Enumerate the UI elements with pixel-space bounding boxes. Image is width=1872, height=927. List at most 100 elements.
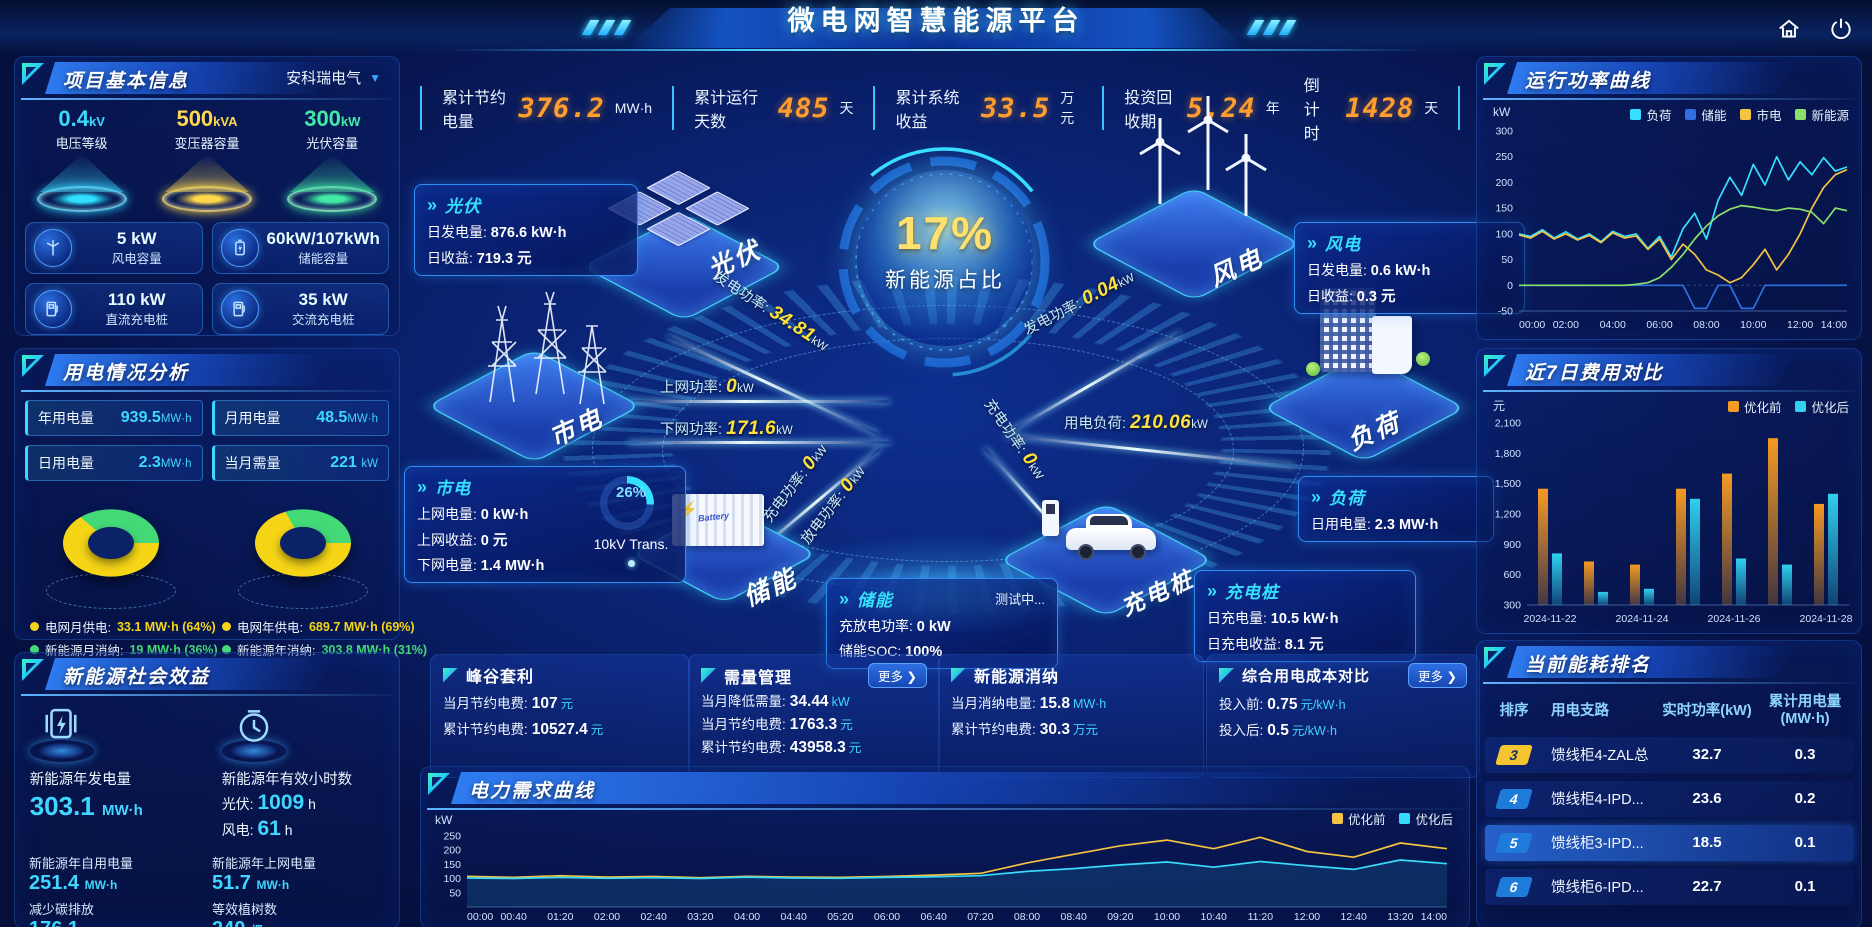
- legend-item[interactable]: 优化前: [1331, 809, 1385, 828]
- svg-text:00:00: 00:00: [467, 911, 493, 923]
- donut-chart: [63, 509, 159, 577]
- panel-corner-icon: [701, 668, 716, 683]
- cost-compare-chart: 300 600 900 1,200 1,500 1,800 2,100 2024-11-22 2…: [1495, 418, 1853, 626]
- rank-badge: 4: [1495, 788, 1533, 809]
- demand-curve-chart: 250 200 150 100 50 00:00 00:40 01:20 02:00 02:40 0…: [443, 830, 1447, 923]
- kpi-revenue: 累计系统收益 33.5 万元: [873, 86, 1102, 131]
- chevron-right-icon: »: [839, 588, 850, 609]
- svg-text:04:00: 04:00: [734, 911, 760, 923]
- panel-corner-icon: [1219, 668, 1234, 683]
- month-energy-donut: 电网月供电: 33.1 MW·h (64%) 新能源月消纳: 19 MW·h (36…: [26, 495, 218, 659]
- flow-from-grid-power: 下网功率: 171.6kW: [660, 418, 793, 439]
- project-select[interactable]: 安科瑞电气 ▼: [286, 67, 381, 88]
- hours-icon: [234, 704, 274, 753]
- gauge-label: 新能源占比: [885, 269, 1005, 292]
- kpi-bar: 累计节约电量 376.2 MW·h 累计运行天数 485 天 累计系统收益 33.5 万元 …: [420, 78, 1460, 143]
- svg-text:250: 250: [1495, 151, 1513, 163]
- table-row[interactable]: 3 馈线柜4-ZAL总 32.7 0.3: [1485, 736, 1853, 773]
- transformer-gauge: [581, 474, 673, 575]
- legend-item[interactable]: 优化后: [1795, 397, 1849, 416]
- home-icon[interactable]: [1776, 16, 1802, 42]
- stat-month-usage: 月用电量 48.5MW·h: [211, 400, 389, 436]
- car-wheel: [1078, 544, 1094, 560]
- title-banner: [626, 8, 1246, 48]
- panel-title-banner: [45, 658, 335, 690]
- panel-usage-analysis: 用电情况分析 年用电量 939.5MW·h 月用电量 48.5MW·h 日用电量 2.…: [14, 348, 427, 658]
- donut-base-ring: [46, 573, 176, 609]
- info-panel-grid: » 市电 上网电量: 0 kW·h 上网收益: 0 元 下网电量: 1.4 MW·…: [404, 466, 686, 583]
- legend-item[interactable]: 优化后: [1399, 809, 1453, 828]
- stat-effective-hours: 新能源年有效小时数 光伏: 1009 h 风电: 61 h: [208, 704, 399, 841]
- cone-voltage: 0.4kV 电压等级: [23, 106, 141, 212]
- legend-swatch: [1399, 813, 1411, 824]
- legend-item[interactable]: 负荷: [1630, 105, 1671, 124]
- svg-text:08:40: 08:40: [1061, 911, 1087, 923]
- info-panel-pv: » 光伏 日发电量: 876.6 kW·h 日收益: 719.3 元: [414, 184, 638, 276]
- svg-text:900: 900: [1503, 539, 1521, 551]
- legend-item[interactable]: 市电: [1740, 105, 1781, 124]
- table-row[interactable]: 5 馈线柜3-IPD... 18.5 0.1: [1485, 824, 1853, 861]
- capacity-cones: 0.4kV 电压等级 500kVA 变压器容量 300kW 光伏容量: [15, 106, 399, 212]
- svg-text:07:20: 07:20: [967, 911, 993, 923]
- table-row[interactable]: 6 馈线柜6-IPD... 22.7 0.1: [1485, 868, 1853, 905]
- panel-title: 项目基本信息: [63, 71, 190, 92]
- svg-text:50: 50: [1501, 254, 1513, 266]
- stat-annual-generation: 新能源年发电量 303.1 MW·h: [16, 704, 207, 841]
- chevron-right-icon: »: [427, 194, 438, 215]
- legend-grid-year: 电网年供电: 689.7 MW·h (69%): [222, 617, 415, 636]
- svg-text:12:40: 12:40: [1341, 911, 1367, 923]
- rank-badge: 5: [1495, 832, 1533, 853]
- panel-corner-icon: [951, 667, 966, 683]
- legend-swatch: [1795, 109, 1807, 120]
- title-decoration: [446, 49, 1426, 51]
- more-button[interactable]: 更多 ❯: [1408, 663, 1467, 688]
- svg-text:12:00: 12:00: [1294, 911, 1320, 923]
- panel-corner-icon: [22, 355, 44, 377]
- gauge-sphere: [857, 170, 1033, 346]
- y-axis-unit: kW: [1493, 105, 1511, 119]
- svg-text:1,500: 1,500: [1495, 478, 1521, 490]
- legend-item[interactable]: 新能源: [1795, 105, 1849, 124]
- stat-self-use: 新能源年自用电量 251.4 MW·h: [29, 856, 134, 894]
- wind-turbine-icon: [1138, 112, 1182, 213]
- svg-text:300: 300: [1495, 126, 1513, 138]
- table-row[interactable]: 4 馈线柜4-IPD... 23.6 0.2: [1485, 780, 1853, 817]
- legend-item[interactable]: 优化前: [1727, 397, 1781, 416]
- svg-text:0: 0: [1507, 280, 1513, 292]
- svg-text:10:40: 10:40: [1201, 911, 1227, 923]
- chart-legend: 优化前 优化后: [1727, 397, 1849, 416]
- legend-swatch: [1331, 813, 1343, 824]
- svg-text:12:00: 12:00: [1787, 319, 1813, 331]
- stat-trees: 等效植树数240 棵: [212, 902, 278, 927]
- wind-icon: [34, 229, 72, 267]
- storage-box-label: Battery: [697, 510, 730, 524]
- transformer-dot: [628, 560, 635, 567]
- svg-text:2024-11-26: 2024-11-26: [1708, 613, 1761, 625]
- panel-cost-compare: 综合用电成本对比 更多 ❯ 投入前: 0.75 元/kW·h 投入后: 0.5 元/kW·…: [1206, 654, 1480, 778]
- power-icon[interactable]: [1828, 16, 1854, 42]
- more-button[interactable]: 更多 ❯: [868, 663, 927, 688]
- svg-text:200: 200: [1495, 177, 1513, 189]
- stat-to-grid: 新能源年上网电量 51.7 MW·h: [212, 856, 317, 894]
- chart-legend: 负荷 储能 市电 新能源: [1630, 105, 1849, 124]
- usage-stats: 年用电量 939.5MW·h 月用电量 48.5MW·h 日用电量 2.3MW·h 当…: [25, 400, 389, 481]
- svg-text:06:00: 06:00: [1646, 319, 1672, 331]
- panel-project-info: 项目基本信息 安科瑞电气 ▼ 0.4kV 电压等级 500kVA 变压器容量 3…: [14, 56, 400, 336]
- cone-beam: [290, 154, 375, 192]
- panel-title: 运行功率曲线: [1525, 71, 1652, 92]
- tree-icon: [1416, 352, 1430, 366]
- panel-title: 新能源社会效益: [63, 667, 211, 688]
- info-panel-load: » 负荷 日用电量: 2.3 MW·h: [1298, 476, 1494, 542]
- gauge-percent: 17%: [895, 207, 995, 259]
- panel-corner-icon: [22, 63, 44, 85]
- legend-item[interactable]: 储能: [1685, 105, 1726, 124]
- capacity-cards: 5 kW 风电容量 60kW/107kWh 储能容量 110 kW 直流充电桩 35 …: [25, 222, 389, 335]
- cone-beam: [164, 154, 249, 192]
- cone-base: [36, 186, 127, 212]
- svg-text:02:00: 02:00: [1553, 319, 1579, 331]
- donut-chart: [255, 509, 351, 577]
- y-axis-unit: kW: [435, 813, 453, 827]
- svg-text:05:20: 05:20: [827, 911, 853, 923]
- svg-text:100: 100: [443, 873, 461, 885]
- cone-base: [161, 186, 252, 212]
